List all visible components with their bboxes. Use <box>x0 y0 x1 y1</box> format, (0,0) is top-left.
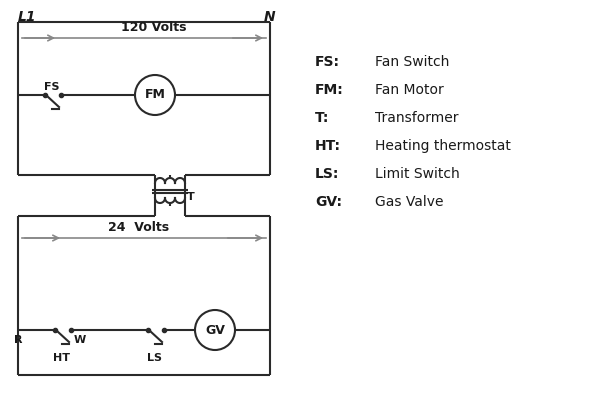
Text: FM: FM <box>145 88 165 102</box>
Text: FS:: FS: <box>315 55 340 69</box>
Text: Limit Switch: Limit Switch <box>375 167 460 181</box>
Text: FS: FS <box>44 82 60 92</box>
Text: Heating thermostat: Heating thermostat <box>375 139 511 153</box>
Text: LS: LS <box>146 353 162 363</box>
Text: 24  Volts: 24 Volts <box>109 221 169 234</box>
Text: Gas Valve: Gas Valve <box>375 195 444 209</box>
Text: HT:: HT: <box>315 139 341 153</box>
Text: LS:: LS: <box>315 167 339 181</box>
Text: Transformer: Transformer <box>375 111 458 125</box>
Text: HT: HT <box>53 353 70 363</box>
Text: T:: T: <box>315 111 329 125</box>
Text: GV: GV <box>205 324 225 336</box>
Text: Fan Motor: Fan Motor <box>375 83 444 97</box>
Text: 120 Volts: 120 Volts <box>122 21 187 34</box>
Text: L1: L1 <box>18 10 37 24</box>
Text: W: W <box>74 335 86 345</box>
Text: T: T <box>187 192 195 202</box>
Text: N: N <box>264 10 276 24</box>
Text: Fan Switch: Fan Switch <box>375 55 450 69</box>
Text: GV:: GV: <box>315 195 342 209</box>
Text: R: R <box>14 335 22 345</box>
Text: FM:: FM: <box>315 83 344 97</box>
